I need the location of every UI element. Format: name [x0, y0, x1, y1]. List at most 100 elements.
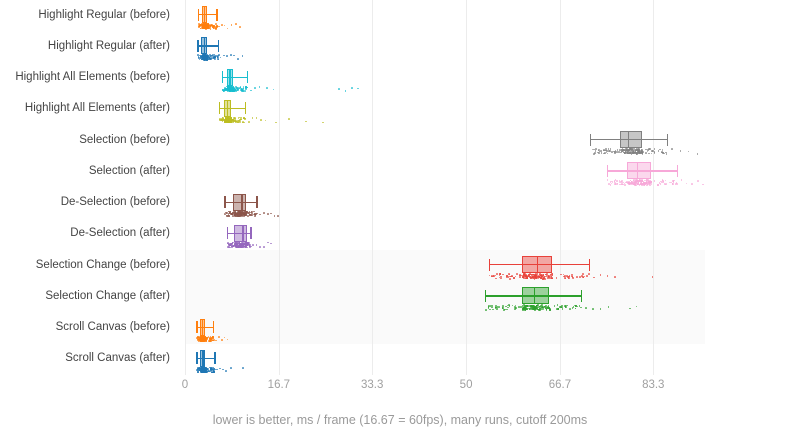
sample-point — [243, 213, 245, 215]
median-line — [534, 287, 535, 304]
sample-point — [519, 274, 521, 276]
sample-point — [274, 215, 276, 217]
sample-point — [546, 309, 548, 311]
sample-point — [224, 213, 226, 215]
sample-point — [532, 308, 534, 310]
sample-point — [259, 246, 261, 248]
sample-point — [265, 120, 267, 122]
sample-point — [250, 90, 252, 92]
sample-point — [697, 153, 699, 155]
sample-point — [338, 88, 340, 90]
sample-point — [654, 148, 656, 150]
sample-point — [614, 276, 616, 278]
sample-point — [518, 306, 520, 308]
sample-point — [642, 183, 644, 185]
whisker-cap — [222, 71, 223, 83]
sample-point — [322, 122, 324, 124]
sample-point — [212, 336, 214, 338]
sample-point — [224, 337, 226, 339]
sample-point — [251, 213, 253, 215]
plot-area — [185, 0, 705, 375]
sample-point — [351, 87, 353, 89]
sample-point — [661, 151, 663, 153]
sample-point — [252, 244, 254, 246]
whisker-cap — [224, 196, 225, 208]
sample-point — [576, 276, 578, 278]
sample-point — [636, 153, 638, 155]
sample-point — [248, 121, 250, 123]
sample-point — [231, 24, 233, 26]
sample-point — [229, 119, 231, 121]
sample-point — [651, 150, 653, 152]
sample-points — [185, 304, 705, 310]
sample-point — [216, 369, 218, 371]
sample-point — [607, 153, 609, 155]
sample-point — [666, 153, 668, 155]
whisker-cap — [581, 290, 582, 302]
x-tick-label: 33.3 — [361, 379, 383, 391]
box-plot-row — [185, 94, 705, 125]
whisker-cap — [667, 134, 668, 146]
sample-point — [218, 26, 220, 28]
median-line — [537, 256, 538, 273]
sample-point — [541, 304, 543, 306]
sample-point — [199, 59, 201, 61]
whisker-cap — [245, 102, 246, 114]
sample-point — [277, 215, 279, 217]
box-plot-row — [185, 344, 705, 375]
sample-point — [646, 179, 648, 181]
whisker-cap — [198, 9, 199, 21]
sample-point — [568, 278, 570, 280]
sample-point — [556, 277, 558, 279]
sample-point — [641, 152, 643, 154]
sample-point — [222, 369, 224, 371]
whisker-cap — [214, 352, 215, 364]
sample-points — [185, 86, 705, 92]
sample-point — [228, 215, 230, 217]
sample-point — [270, 213, 272, 215]
sample-point — [528, 275, 530, 277]
sample-point — [491, 276, 493, 278]
sample-point — [609, 150, 611, 152]
sample-point — [600, 274, 602, 276]
sample-point — [702, 184, 704, 186]
sample-point — [647, 151, 649, 153]
whisker-cap — [590, 134, 591, 146]
sample-point — [197, 371, 199, 373]
box-plot-row — [185, 0, 705, 31]
sample-point — [267, 213, 269, 215]
sample-point — [305, 121, 307, 123]
whisker-cap — [213, 321, 214, 333]
sample-point — [252, 117, 254, 119]
sample-point — [630, 148, 632, 150]
sample-point — [649, 148, 651, 150]
sample-point — [691, 183, 693, 185]
median-line — [637, 162, 638, 179]
sample-point — [243, 87, 245, 89]
sample-point — [573, 306, 575, 308]
sample-point — [215, 59, 217, 61]
sample-point — [594, 152, 596, 154]
sample-point — [672, 183, 674, 185]
sample-point — [221, 119, 223, 121]
median-line — [202, 350, 203, 367]
sample-point — [593, 149, 595, 151]
sample-point — [605, 148, 607, 150]
sample-point — [251, 214, 253, 216]
sample-point — [227, 339, 229, 341]
sample-point — [658, 150, 660, 152]
box — [233, 194, 246, 211]
sample-point — [580, 307, 582, 309]
sample-point — [619, 184, 621, 186]
sample-point — [227, 28, 229, 30]
sample-point — [680, 150, 682, 152]
whisker-line — [219, 108, 245, 109]
sample-point — [665, 180, 667, 182]
sample-point — [557, 304, 559, 306]
sample-point — [223, 55, 225, 57]
whisker-cap — [197, 40, 198, 52]
sample-point — [659, 149, 661, 151]
sample-point — [211, 339, 213, 341]
sample-point — [604, 152, 606, 154]
